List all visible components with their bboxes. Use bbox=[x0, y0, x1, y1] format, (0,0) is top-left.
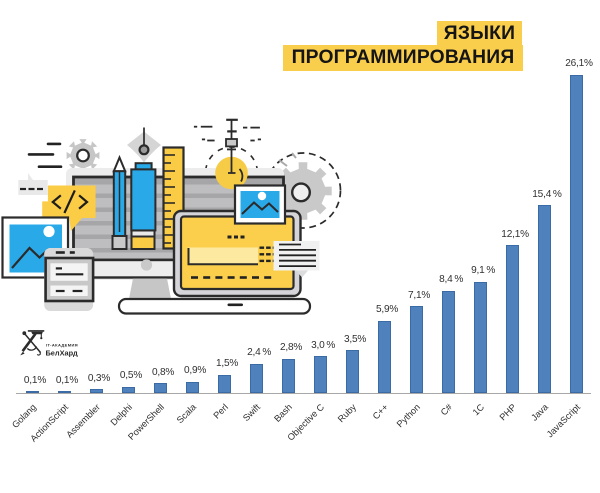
svg-text:БелХард: БелХард bbox=[46, 349, 78, 358]
svg-text:IT-АКАДЕМИЯ: IT-АКАДЕМИЯ bbox=[46, 343, 78, 348]
